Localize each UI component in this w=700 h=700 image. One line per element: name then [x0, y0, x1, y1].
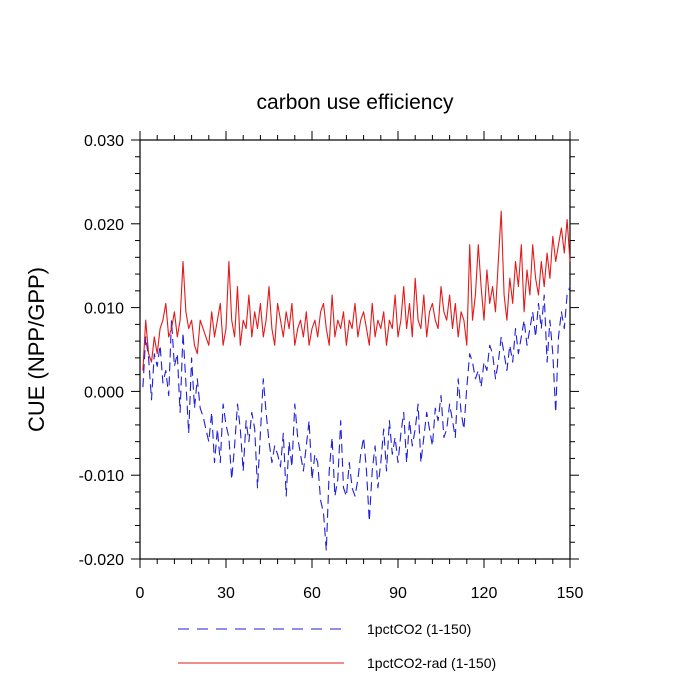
x-tick-label: 90 — [389, 585, 407, 602]
y-axis-label: CUE (NPP/GPP) — [24, 267, 49, 432]
y-tick-label: 0.010 — [84, 301, 124, 318]
legend-label-0: 1pctCO2 (1-150) — [367, 621, 471, 637]
x-tick-label: 150 — [557, 585, 584, 602]
y-tick-label: 0.030 — [84, 133, 124, 150]
y-tick-label: 0.000 — [84, 384, 124, 401]
x-tick-label: 120 — [471, 585, 498, 602]
x-tick-label: 0 — [136, 585, 145, 602]
series-line-1 — [142, 210, 571, 371]
legend-label-1: 1pctCO2-rad (1-150) — [367, 655, 496, 671]
legend: 1pctCO2 (1-150) 1pctCO2-rad (1-150) — [178, 621, 496, 671]
axes: 0 30 60 90 120 150 -0.020 -0.010 0.000 0.010 0.020… — [79, 131, 584, 602]
x-tick-label: 30 — [217, 585, 235, 602]
series-line-0 — [142, 286, 571, 552]
y-tick-label: 0.020 — [84, 217, 124, 234]
chart-title: carbon use efficiency — [257, 91, 454, 114]
y-tick-label: -0.010 — [79, 468, 124, 485]
y-tick-label: -0.020 — [79, 552, 124, 569]
plot-lines — [142, 210, 571, 552]
plot-frame — [139, 139, 571, 560]
x-tick-label: 60 — [303, 585, 321, 602]
